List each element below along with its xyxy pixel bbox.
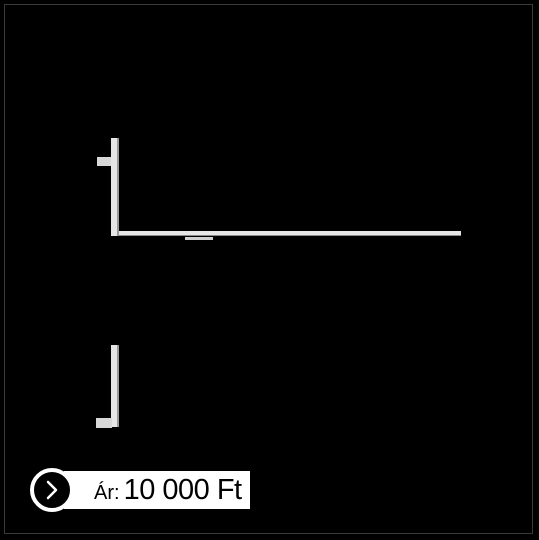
chevron-right-icon xyxy=(44,479,60,501)
price-prefix: Ár: xyxy=(94,482,120,504)
horizontal-arm xyxy=(119,231,461,235)
shelf-bracket-image xyxy=(96,138,461,428)
next-button[interactable] xyxy=(30,468,74,512)
arm-clip xyxy=(185,237,213,240)
upper-vertical-arm xyxy=(111,138,119,236)
price-label: Ár: 10 000 Ft xyxy=(64,471,250,509)
price-value: 10 000 Ft xyxy=(123,474,243,506)
lower-vertical-arm xyxy=(111,345,119,427)
price-bar: Ár: 10 000 Ft xyxy=(30,465,306,515)
image-frame xyxy=(4,4,533,534)
upper-mount-tab xyxy=(97,157,111,166)
lower-mount-tab xyxy=(96,418,112,428)
